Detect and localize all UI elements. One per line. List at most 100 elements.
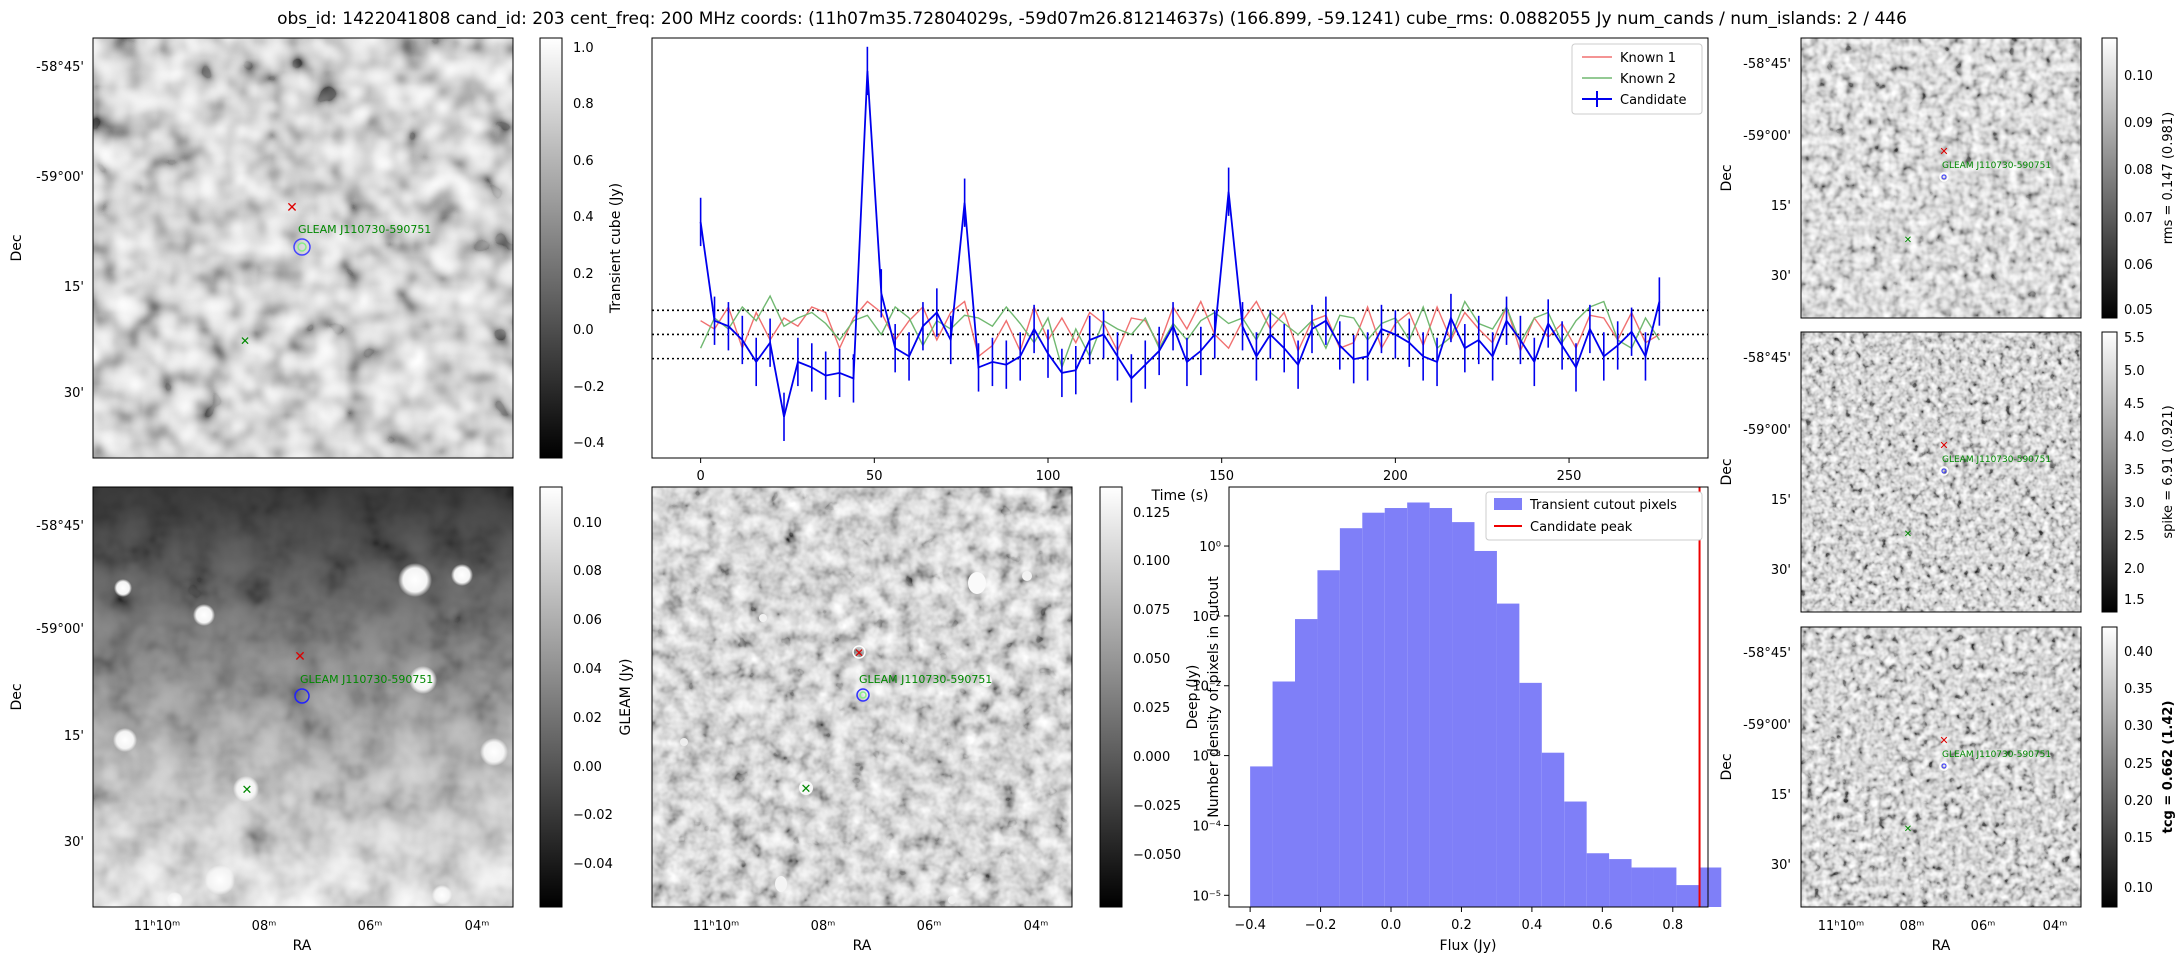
- radio-source: [680, 738, 688, 746]
- colorbar-tick: 2.5: [2124, 529, 2145, 544]
- radio-source: [432, 885, 452, 905]
- dec-tick: -59°00': [1743, 718, 1791, 733]
- colorbar-gradient: [2101, 331, 2118, 613]
- colorbar-tick: 0.6: [573, 154, 594, 169]
- histogram-bar: [1429, 508, 1453, 907]
- gleam-source-label: GLEAM J110730-590751: [1942, 455, 2051, 465]
- deep-sources: [680, 571, 1032, 904]
- radio-source: [1022, 571, 1032, 581]
- histogram-bar: [1676, 885, 1699, 907]
- dec-tick: 15': [1771, 199, 1791, 214]
- colorbar-tick: 0.10: [2124, 69, 2153, 84]
- ra-tick: 11ʰ10ᵐ: [134, 919, 180, 934]
- rms-image: [1801, 38, 2081, 318]
- transient-cube-markers: ✕ ✕ GLEAM J110730-590751: [240, 200, 431, 348]
- colorbar-tick: 1.5: [2124, 593, 2145, 608]
- colorbar-tick: −0.04: [573, 857, 613, 872]
- rms-colorbar: 0.10 0.09 0.08 0.07 0.06 0.05 rms = 0.14…: [2101, 37, 2176, 319]
- gleam-source-label: GLEAM J110730-590751: [298, 223, 431, 236]
- colorbar-tick: 0.06: [2124, 258, 2153, 273]
- transient-cube-axes: Dec -58°45' -59°00' 15' 30': [9, 60, 84, 401]
- dec-tick: 15': [64, 729, 84, 744]
- dec-label: Dec: [1719, 164, 1735, 191]
- series-line-candidate: [699, 70, 1661, 418]
- ra-tick: 04ᵐ: [2043, 919, 2068, 934]
- gleam-axes: Dec -58°45' -59°00' 15' 30' 11ʰ10ᵐ 08ᵐ 0…: [9, 519, 489, 954]
- radio-source: [113, 728, 137, 752]
- histogram-bar: [1519, 682, 1542, 907]
- radio-source: [233, 776, 259, 802]
- histogram-frame-top: [1228, 486, 1709, 908]
- x-tick-label: 250: [1557, 469, 1582, 484]
- x-tick-label: 150: [1209, 469, 1234, 484]
- colorbar-gradient: [539, 486, 563, 908]
- rms-axes: Dec -58°45' -59°00' 15' 30': [1719, 57, 1791, 284]
- lightcurve-legend: Known 1 Known 2 Candidate: [1571, 43, 1703, 115]
- histogram-bar: [1407, 502, 1430, 907]
- gleam-sources: [113, 563, 508, 908]
- legend-label-candidate: Candidate: [1620, 93, 1686, 108]
- rms-frame: [1800, 37, 2082, 319]
- x-tick-label: 0.6: [1592, 918, 1613, 933]
- candidate-circle: [293, 238, 311, 256]
- colorbar-label: spike = 6.91 (0.921): [2161, 405, 2176, 538]
- colorbar-tick: 0.100: [1133, 554, 1170, 569]
- radio-source: [968, 572, 986, 594]
- ra-tick: 06ᵐ: [1971, 919, 1996, 934]
- gleam-source-label: GLEAM J110730-590751: [1942, 161, 2051, 171]
- legend-label-known1: Known 1: [1620, 51, 1676, 66]
- spike-colorbar: 5.5 5.0 4.5 4.0 3.5 3.0 2.5 2.0 1.5 spik…: [2101, 331, 2176, 613]
- ra-tick: 11ʰ10ᵐ: [1818, 919, 1864, 934]
- ra-label: RA: [1932, 938, 1951, 954]
- known-source-marker-red: ✕: [1939, 439, 1948, 452]
- colorbar-tick: 3.5: [2124, 463, 2145, 478]
- gleam-source-circle: [1941, 763, 1947, 769]
- colorbar-tick: 0.05: [2124, 303, 2153, 318]
- dec-tick: -58°45': [1743, 57, 1791, 72]
- colorbar-tick: −0.4: [573, 436, 605, 451]
- gleam-frame: [92, 486, 514, 908]
- histogram-bar: [1295, 619, 1318, 907]
- colorbar-tick: 5.5: [2124, 331, 2145, 346]
- gleam-colorbar: 0.10 0.08 0.06 0.04 0.02 0.00 −0.02 −0.0…: [539, 486, 634, 908]
- colorbar-gradient: [539, 37, 563, 459]
- histogram-bar: [1586, 853, 1610, 907]
- radio-source: [948, 896, 956, 904]
- transient-cube-image: [93, 38, 513, 458]
- colorbar-tick: 0.15: [2124, 831, 2153, 846]
- dec-tick: -59°00': [1743, 129, 1791, 144]
- colorbar-tick: 2.0: [2124, 562, 2145, 577]
- x-tick-label: 50: [866, 469, 883, 484]
- figure-title: obs_id: 1422041808 cand_id: 203 cent_fre…: [277, 9, 1907, 29]
- deep-axes: 11ʰ10ᵐ 08ᵐ 06ᵐ 04ᵐ RA: [693, 919, 1049, 954]
- gleam-source-circle: [1941, 468, 1947, 474]
- known-source-marker-green: ✕: [242, 783, 253, 798]
- colorbar-label: Transient cube (Jy): [608, 183, 624, 314]
- y-tick-label: 10⁻¹: [1192, 610, 1221, 625]
- ra-tick: 08ᵐ: [252, 919, 277, 934]
- colorbar-label: rms = 0.147 (0.981): [2161, 112, 2176, 244]
- colorbar-tick: 0.10: [573, 516, 602, 531]
- ra-tick: 11ʰ10ᵐ: [693, 919, 739, 934]
- panel-lightcurve: 0 50 100 150 200 250 Time (s) Known 1 Known 2…: [651, 37, 1709, 504]
- colorbar-tick: 0.20: [2124, 794, 2153, 809]
- colorbar-tick: 3.0: [2124, 496, 2145, 511]
- colorbar-tick: 0.04: [573, 662, 602, 677]
- colorbar-tick: 0.050: [1133, 652, 1170, 667]
- colorbar-tick: 5.0: [2124, 364, 2145, 379]
- tcg-image: [1801, 627, 2081, 907]
- deep-image: [652, 487, 1072, 907]
- panel-histogram: −0.4 −0.2 0.0 0.2 0.4 0.6 0.8 10⁰ 10⁻¹ 10⁻² 10⁻³ 10…: [1192, 486, 1722, 954]
- x-tick-label: 0.8: [1662, 918, 1683, 933]
- known-source-marker-green: ✕: [801, 782, 812, 797]
- histogram-bar: [1564, 801, 1587, 907]
- tcg-axes: Dec -58°45' -59°00' 15' 30' 11ʰ10ᵐ 08ᵐ 0…: [1719, 646, 2067, 954]
- histogram-bar: [1317, 570, 1340, 907]
- legend-patch-histogram: [1494, 498, 1522, 510]
- colorbar-tick: 0.08: [2124, 163, 2153, 178]
- x-tick-label: −0.4: [1234, 918, 1266, 933]
- tcg-colorbar: 0.40 0.35 0.30 0.25 0.20 0.15 0.10 tcg =…: [2101, 626, 2176, 908]
- known-source-marker-green: ✕: [1904, 824, 1912, 835]
- transient-cube-colorbar: 1.0 0.8 0.6 0.4 0.2 0.0 −0.2 −0.4 Transi…: [539, 37, 624, 459]
